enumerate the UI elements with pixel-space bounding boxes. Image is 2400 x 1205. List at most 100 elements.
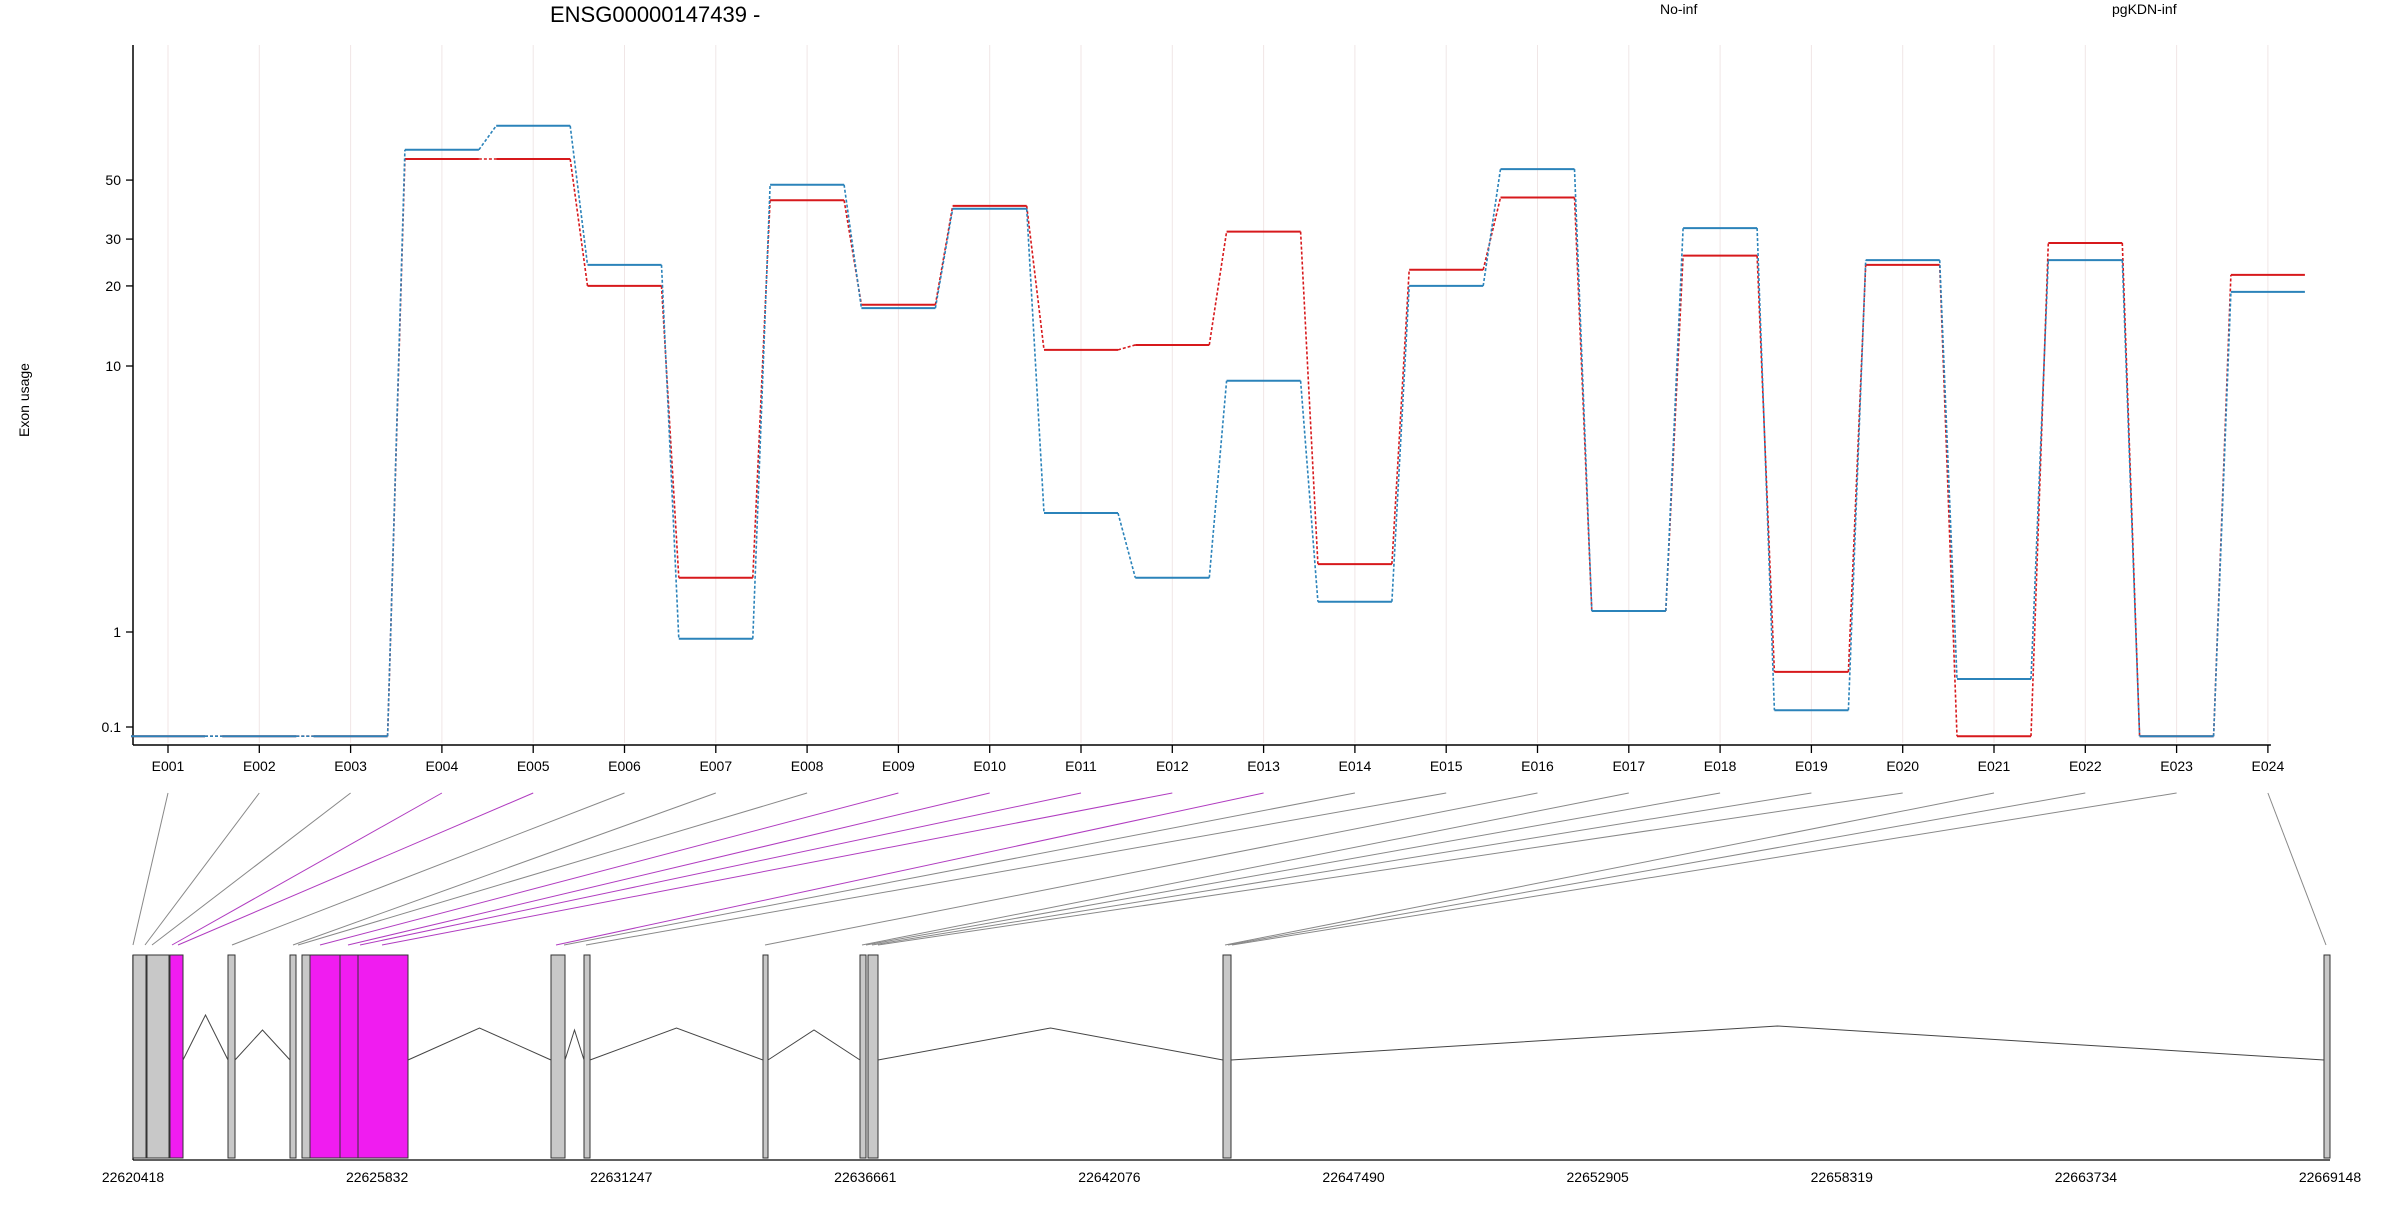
intron [182,1013,229,1061]
x-tick-label: E005 [517,758,550,774]
series-1-connector [1208,231,1228,346]
series-2-connector [752,184,771,639]
exon-connector [231,792,625,946]
series-2-connector [478,125,497,151]
series-2-connector [1299,380,1319,602]
x-tick-label: E013 [1247,758,1280,774]
exon-connector [865,792,1721,946]
y-tick-label: 10 [105,358,121,374]
x-tick-label: E024 [2252,758,2285,774]
genomic-coordinate-label: 22625832 [346,1169,409,1185]
genomic-coordinate-label: 22669148 [2299,1169,2362,1185]
exon-connector [861,792,1629,946]
x-tick-label: E018 [1704,758,1737,774]
x-tick-label: E004 [426,758,459,774]
chart-title: ENSG00000147439 - [550,2,761,27]
exon-highlighted [309,954,341,1159]
series-1-connector [569,158,589,287]
exon [859,954,867,1159]
x-tick-label: E017 [1612,758,1645,774]
series-2-connector [843,184,863,309]
series-2-connector [1208,380,1228,578]
y-axis-label: Exon usage [16,363,32,437]
exon [2323,954,2331,1159]
series-1-connector [1756,255,1776,672]
series-1-connector [1938,264,1958,737]
x-tick-label: E010 [973,758,1006,774]
exon [301,954,311,1159]
legend-series-1: No-inf [1660,1,1698,17]
exon-connector [585,792,1447,946]
x-tick-label: E016 [1521,758,1554,774]
y-tick-label: 50 [105,172,121,188]
exon-connector [1227,792,2086,946]
exon-connector [871,792,1812,946]
x-tick-label: E014 [1339,758,1372,774]
intron [407,1027,552,1061]
exon-highlighted [357,954,409,1159]
exon [132,954,147,1159]
series-2-connector [1665,228,1684,611]
series-1-connector [843,200,863,305]
genomic-coordinate-label: 22652905 [1567,1169,1630,1185]
exon-connector [381,792,1173,946]
genomic-coordinate-label: 22636661 [834,1169,897,1185]
series-1 [131,158,2305,738]
series-2-connector [1117,512,1137,578]
exon-connector [1224,792,1995,946]
exon-connector [764,792,1538,946]
x-tick-label: E007 [699,758,732,774]
y-tick-label: 20 [105,278,121,294]
x-tick-label: E015 [1430,758,1463,774]
series-1-connector [2030,242,2050,737]
exon-connector [297,792,808,946]
intron [767,1029,861,1061]
x-tick-label: E008 [791,758,824,774]
x-tick-label: E009 [882,758,915,774]
intron [234,1029,291,1061]
series-2-connector [1756,228,1776,711]
x-tick-label: E011 [1065,758,1097,774]
series-1-connector [1025,205,1045,350]
exon-connector [347,792,990,946]
intron [1230,1025,2325,1061]
series-2-connector [1482,168,1502,287]
x-tick-label: E021 [1978,758,2011,774]
exon-connector [563,792,1355,946]
x-tick-label: E003 [334,758,367,774]
x-tick-label: E019 [1795,758,1828,774]
exon [762,954,769,1159]
exon-connector [2267,792,2327,946]
intron [564,1028,585,1061]
exon-connector [132,792,169,946]
y-tick-label: 0.1 [102,719,122,735]
x-tick-label: E002 [243,758,276,774]
series-2-connector [386,149,406,737]
exon-connector [151,792,351,946]
series-2-connector [934,208,954,309]
genomic-coordinate-label: 22647490 [1322,1169,1385,1185]
x-tick-label: E022 [2069,758,2102,774]
series-1-connector [1391,269,1410,565]
series-1-connector [1482,197,1502,270]
exon-connector [359,792,1082,946]
exon [289,954,297,1159]
genomic-coordinate-label: 22631247 [590,1169,653,1185]
genomic-coordinate-label: 22642076 [1078,1169,1141,1185]
series-1-connector [752,200,771,578]
x-tick-label: E020 [1886,758,1919,774]
series-2-connector [1391,285,1410,602]
y-tick-label: 1 [113,624,121,640]
series-1-connector [1117,344,1136,351]
exon [146,954,170,1159]
series-2-connector [569,125,589,265]
series-1-connector [1847,264,1867,672]
series-2-connector [2212,291,2232,737]
series-2-connector [1847,260,1867,711]
exon-connector [292,792,716,946]
exon-highlighted [339,954,359,1159]
series-2-connector [1025,208,1045,514]
exon-connector [319,792,899,946]
